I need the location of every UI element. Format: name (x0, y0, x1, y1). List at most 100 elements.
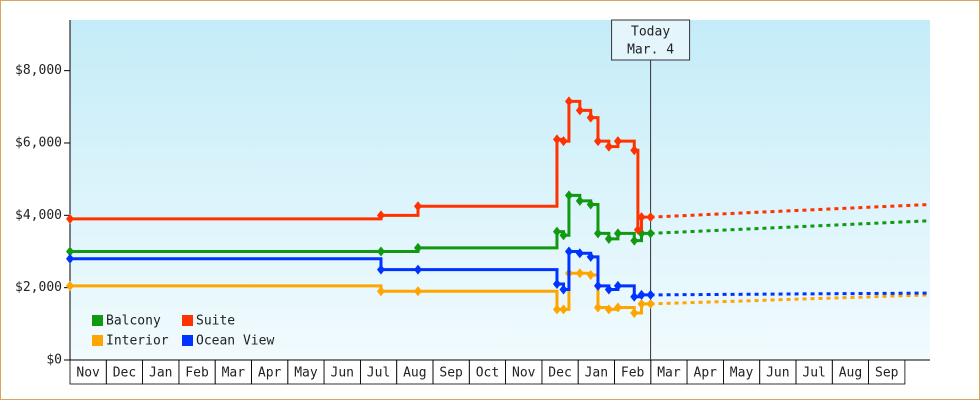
legend-swatch (92, 315, 103, 326)
x-tick-label: Mar (222, 366, 246, 381)
data-point (593, 302, 602, 313)
data-point (633, 224, 642, 235)
x-tick-label: Apr (258, 366, 282, 381)
data-point (646, 212, 655, 223)
data-point (604, 233, 613, 244)
y-tick-label: $6,000 (15, 135, 62, 150)
data-point (575, 248, 584, 259)
data-point (604, 284, 613, 295)
data-point (564, 96, 573, 107)
data-point (66, 280, 74, 291)
data-point (630, 307, 639, 318)
x-tick-label: Jul (802, 366, 825, 381)
data-point (559, 284, 568, 295)
x-tick-label: Feb (621, 366, 645, 381)
data-point (552, 279, 561, 290)
data-point (586, 199, 595, 210)
data-point (66, 253, 74, 264)
data-point (593, 228, 602, 239)
data-point (646, 289, 655, 300)
legend-label: Suite (196, 314, 235, 329)
forecast-line (650, 202, 931, 219)
data-point (586, 270, 595, 280)
data-point (637, 298, 646, 309)
data-point (552, 304, 561, 315)
x-tick-label: May (294, 366, 318, 381)
data-point (646, 228, 655, 239)
x-tick-label: Nov (512, 366, 536, 381)
x-tick-label: Nov (76, 366, 100, 381)
y-tick-label: $0 (46, 353, 62, 368)
data-point (593, 136, 602, 147)
data-point (552, 226, 561, 237)
x-cell (868, 359, 906, 385)
forecast-line (650, 293, 931, 306)
x-tick-label: Oct (476, 366, 499, 381)
data-point (413, 242, 422, 253)
y-tick-label: $2,000 (15, 280, 62, 295)
data-point (413, 201, 422, 212)
x-tick-label: Jun (331, 366, 354, 381)
y-tick-label: $4,000 (15, 208, 62, 223)
data-point (630, 235, 639, 246)
x-tick-label: Dec (548, 366, 571, 381)
x-tick-label: Jun (766, 366, 789, 381)
data-point (604, 304, 613, 315)
data-point (376, 210, 385, 221)
data-point (559, 136, 568, 147)
x-tick-label: Apr (694, 366, 718, 381)
data-point (646, 298, 655, 309)
x-tick-label: Feb (185, 366, 209, 381)
data-point (413, 264, 422, 275)
data-point (613, 136, 622, 147)
x-tick-label: Dec (113, 366, 136, 381)
forecast-line (650, 219, 931, 235)
data-point (552, 134, 561, 145)
data-point (586, 112, 595, 123)
legend-label: Ocean View (196, 334, 274, 349)
legend-swatch (92, 335, 103, 346)
data-point (575, 195, 584, 206)
x-tick-label: Mar (657, 366, 681, 381)
data-point (593, 280, 602, 291)
x-tick-label: Jul (367, 366, 390, 381)
x-tick-label: Sep (439, 366, 463, 381)
data-point (559, 230, 568, 241)
data-point (613, 302, 622, 313)
data-point (66, 213, 74, 224)
data-point (630, 145, 639, 156)
forecast-line (650, 291, 931, 297)
data-point (575, 268, 584, 279)
data-point (613, 280, 622, 291)
x-tick-label: Jan (149, 366, 172, 381)
legend-label: Balcony (106, 314, 161, 329)
data-point (559, 304, 568, 315)
today-label: Today (631, 25, 670, 40)
data-point (575, 105, 584, 116)
data-point (604, 141, 613, 152)
x-tick-label: May (730, 366, 754, 381)
x-tick-label: Sep (875, 366, 899, 381)
today-label: Mar. 4 (627, 43, 674, 58)
data-point (376, 264, 385, 275)
data-point (564, 190, 573, 201)
data-point (613, 228, 622, 239)
data-point (376, 286, 385, 297)
x-tick-label: Jan (585, 366, 608, 381)
data-point (66, 246, 74, 257)
data-point (413, 286, 422, 297)
legend-label: Interior (106, 334, 169, 349)
plot-area (70, 20, 930, 360)
data-point (564, 246, 573, 257)
data-point (376, 246, 385, 257)
x-tick-label: Aug (403, 366, 426, 381)
data-point (586, 251, 595, 262)
legend-swatch (182, 335, 193, 346)
y-tick-label: $8,000 (15, 63, 62, 78)
data-point (637, 289, 646, 300)
legend-swatch (182, 315, 193, 326)
x-tick-label: Aug (839, 366, 862, 381)
data-point (637, 212, 646, 223)
